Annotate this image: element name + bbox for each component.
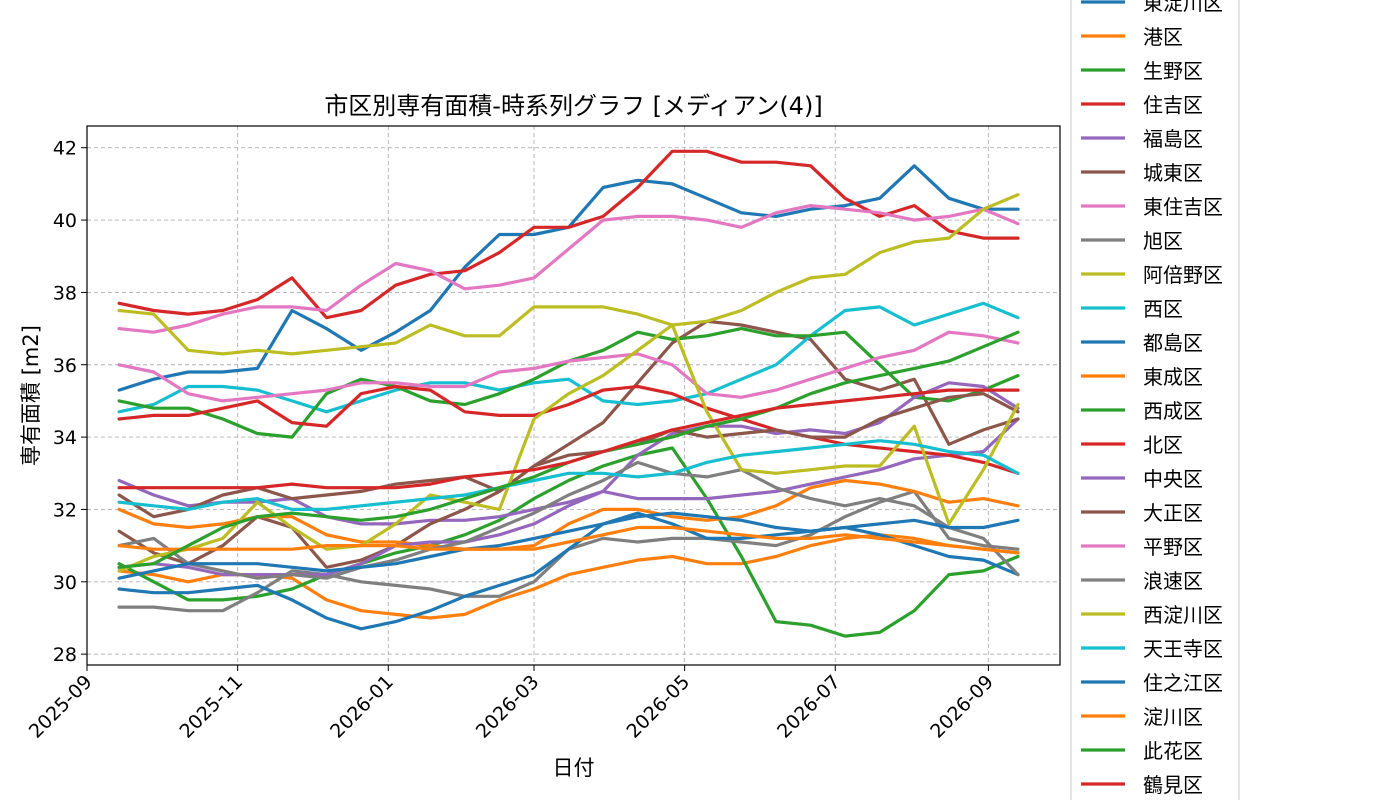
y-tick-label: 30 [53,572,77,594]
legend-entry: 東淀川区 [1143,0,1223,15]
y-axis-ticks: 28 30 32 34 36 38 40 42 [53,138,87,666]
y-axis-label: 専有面積 [m2] [19,325,43,466]
series-line-11 [117,511,1020,631]
x-tick-label: 2026-07 [773,671,845,743]
legend-entry: 西区 [1143,297,1183,321]
series-line-3 [117,446,1020,638]
series-line-19 [117,323,1020,573]
legend-entry: 阿倍野区 [1143,263,1223,287]
series-line-18 [117,460,1020,580]
legend-entry: 東住吉区 [1143,195,1223,219]
plot-frame [86,125,1061,666]
x-axis-ticks: 2025-09 2025-11 2026-01 2026-03 2026-05 2026-… [25,665,998,743]
legend-entry: 中央区 [1143,467,1203,491]
legend-entry: 此花区 [1143,739,1203,763]
chart-title: 市区別専有面積-時系列グラフ [メディアン(4)] [324,92,822,120]
y-tick-label: 42 [53,138,77,160]
legend-entry: 西成区 [1143,399,1203,423]
series-line-10 [117,301,1020,414]
legend-entry: 福島区 [1143,127,1203,151]
series-line-5 [117,417,1020,526]
legend-entry: 住吉区 [1143,93,1203,117]
legend-entry: 生野区 [1143,59,1203,83]
x-tick-label: 2026-01 [326,671,398,743]
legend-entry: 浪速区 [1143,569,1203,593]
y-tick-label: 40 [53,210,77,232]
x-tick-label: 2026-05 [622,671,694,743]
legend-entry: 鶴見区 [1143,773,1203,797]
legend-entry: 天王寺区 [1143,637,1223,661]
y-tick-label: 38 [53,282,77,304]
series-lines [117,149,1020,638]
y-tick-label: 28 [53,644,77,666]
x-tick-label: 2025-11 [175,671,247,743]
x-axis-label: 日付 [553,756,595,780]
x-tick-label: 2026-03 [472,671,544,743]
legend-box [1070,0,1240,800]
x-tick-label: 2025-09 [25,671,97,743]
x-tick-label: 2026-09 [926,671,998,743]
legend-entry: 住之江区 [1143,671,1223,695]
series-line-9 [117,193,1020,356]
legend: 東淀川区港区生野区住吉区福島区城東区東住吉区旭区阿倍野区西区都島区東成区西成区北… [1070,0,1240,800]
legend-entry: 港区 [1143,25,1183,49]
series-line-22 [117,525,1020,555]
legend-entry: 城東区 [1143,161,1203,185]
series-line-6 [117,319,1020,569]
legend-entry: 淀川区 [1143,705,1203,729]
legend-entry: 都島区 [1143,331,1203,355]
y-tick-label: 36 [53,355,77,377]
legend-entry: 旭区 [1143,229,1183,253]
legend-entry: 大正区 [1143,501,1203,525]
series-line-20 [117,439,1020,511]
legend-entry: 西淀川区 [1143,603,1223,627]
series-line-17 [117,330,1020,403]
series-line-4 [117,149,1020,320]
legend-entry: 北区 [1143,433,1183,457]
series-line-16 [117,392,1020,519]
series-line-7 [117,204,1020,334]
series-line-14 [117,384,1020,475]
y-tick-label: 32 [53,499,77,521]
legend-entry: 平野区 [1143,535,1203,559]
series-line-24 [117,388,1020,490]
series-line-21 [117,511,1020,580]
y-tick-label: 34 [53,427,77,449]
series-line-15 [117,381,1020,577]
legend-entry: 東成区 [1143,365,1203,389]
